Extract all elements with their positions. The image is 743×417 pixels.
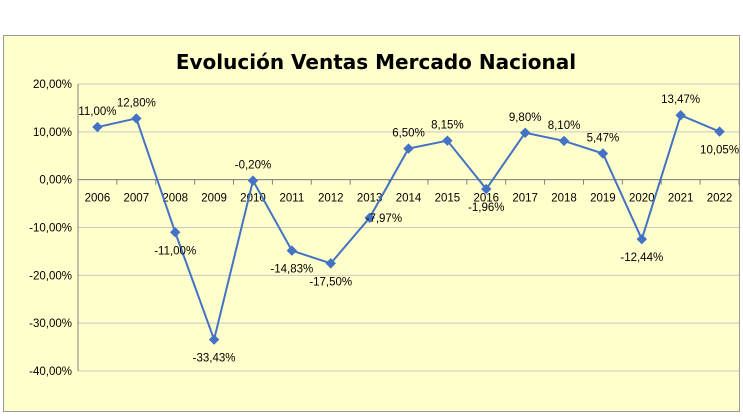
y-tick-label: 0,00% [39,175,72,187]
x-tick-label: 2011 [279,193,304,205]
x-tick-label: 2012 [318,193,344,205]
data-point [558,135,570,147]
data-label: 8,10% [548,120,581,132]
data-label: 11,00% [78,106,116,118]
y-tick-label: 10,00% [33,127,72,139]
data-label: 12,80% [117,97,156,109]
x-tick-label: 2018 [551,193,577,205]
data-point [325,258,336,269]
x-tick-label: 2010 [240,193,266,205]
x-tick-label: 2006 [85,193,111,205]
data-point [675,110,686,121]
data-point [131,113,142,124]
data-label: 10,05% [700,145,739,157]
data-point [636,233,648,245]
x-tick-label: 2020 [629,193,655,205]
x-tick-label: 2022 [707,193,733,205]
data-point [714,126,725,137]
x-tick-label: 2007 [124,193,150,205]
data-label: -0,20% [235,160,271,172]
data-point [364,212,375,223]
data-point [247,175,259,186]
data-label: 13,47% [661,94,700,106]
data-point [169,227,181,238]
data-label: -33,43% [193,353,236,365]
x-tick-label: 2014 [396,193,422,205]
x-tick-label: 2016 [473,193,499,205]
data-point [597,148,609,159]
y-tick-label: 20,00% [33,79,72,91]
chart-area: Evolución Ventas Mercado Nacional 20,00%… [3,35,740,412]
data-point [92,121,103,133]
x-tick-label: 2019 [590,193,616,205]
y-tick-label: -40,00% [29,366,72,378]
x-tick-label: 2013 [357,193,383,205]
y-tick-label: -30,00% [29,318,72,330]
data-label: -14,83% [270,264,313,276]
x-tick-label: 2021 [668,193,694,205]
data-point [481,183,492,195]
line-chart: Evolución Ventas Mercado Nacional 20,00%… [29,50,740,378]
data-label: -12,44% [620,252,663,264]
x-tick-label: 2015 [435,193,461,205]
y-tick-label: -10,00% [29,223,72,235]
data-label: -7,97% [366,213,402,225]
data-label: -1,96% [468,202,504,214]
y-tick-label: -20,00% [29,270,72,282]
data-point [286,245,298,256]
data-label: -17,50% [309,276,352,288]
data-point [208,334,220,345]
data-label: 5,47% [587,133,620,145]
data-label: 8,15% [431,120,464,132]
data-point [403,143,414,154]
data-label: 9,80% [509,112,542,124]
data-label: -11,00% [154,245,196,257]
data-point [519,127,531,138]
data-point [442,135,453,146]
x-tick-label: 2008 [162,193,188,205]
x-tick-label: 2017 [512,193,538,205]
data-label: 6,50% [392,128,425,140]
x-tick-label: 2009 [201,193,227,205]
chart-title: Evolución Ventas Mercado Nacional [176,50,576,74]
